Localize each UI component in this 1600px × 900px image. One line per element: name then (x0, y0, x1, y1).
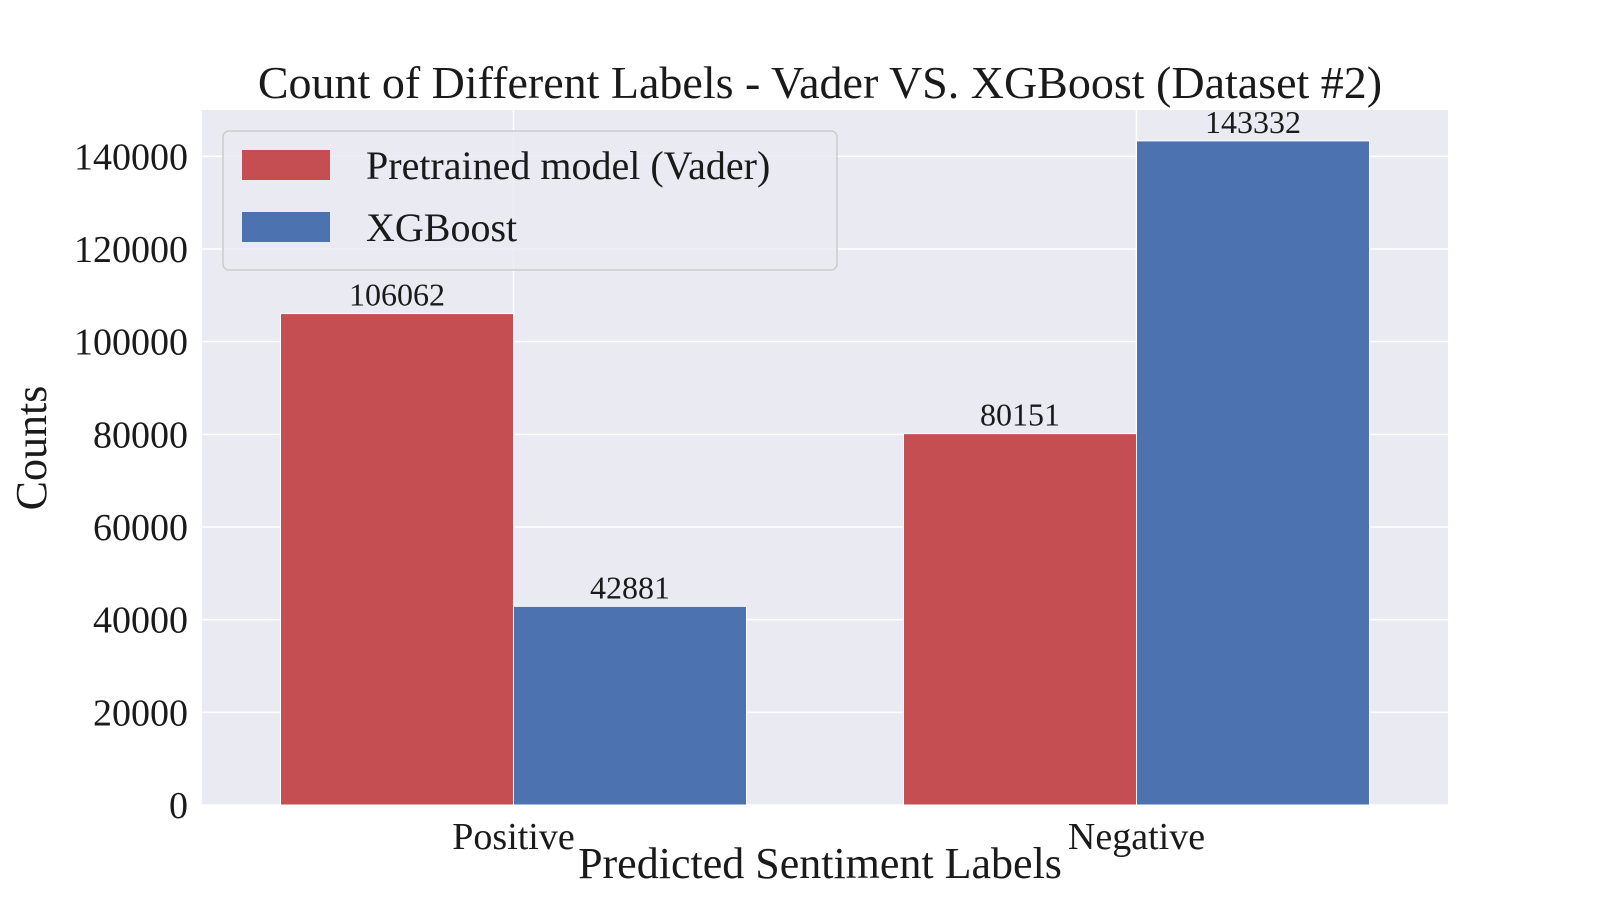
y-tick-label: 60000 (93, 507, 188, 549)
legend: Pretrained model (Vader) XGBoost (222, 130, 838, 271)
legend-label: XGBoost (366, 205, 517, 250)
bar-value-labels: 106062 42881 80151 143332 (349, 104, 1301, 605)
bar (280, 313, 514, 806)
legend-label: Pretrained model (Vader) (366, 143, 770, 188)
bar-value-label: 106062 (349, 277, 445, 313)
y-tick-label: 0 (169, 785, 188, 827)
y-tick-label: 140000 (74, 136, 188, 178)
bar (903, 433, 1137, 806)
bar (1136, 140, 1370, 806)
bars (280, 140, 1370, 806)
y-tick-label: 20000 (93, 692, 188, 734)
bar-value-label: 80151 (980, 397, 1060, 433)
chart-title: Count of Different Labels - Vader VS. XG… (258, 57, 1382, 108)
bar-value-label: 42881 (590, 569, 670, 605)
x-tick-labels: Positive Negative (452, 816, 1205, 858)
y-tick-label: 120000 (74, 229, 188, 271)
legend-swatch (242, 150, 330, 180)
bar (513, 605, 747, 806)
bar-value-label: 143332 (1205, 104, 1301, 140)
y-tick-label: 100000 (74, 322, 188, 364)
legend-swatch (242, 212, 330, 242)
y-tick-label: 40000 (93, 600, 188, 642)
y-axis-label: Counts (7, 386, 56, 511)
y-tick-label: 80000 (93, 414, 188, 456)
x-tick-label: Negative (1068, 816, 1205, 858)
x-axis-label: Predicted Sentiment Labels (578, 839, 1062, 888)
x-tick-label: Positive (452, 816, 574, 858)
y-tick-labels: 0 20000 40000 60000 80000 100000 120000 140000 (74, 136, 188, 827)
legend-box (222, 130, 838, 271)
